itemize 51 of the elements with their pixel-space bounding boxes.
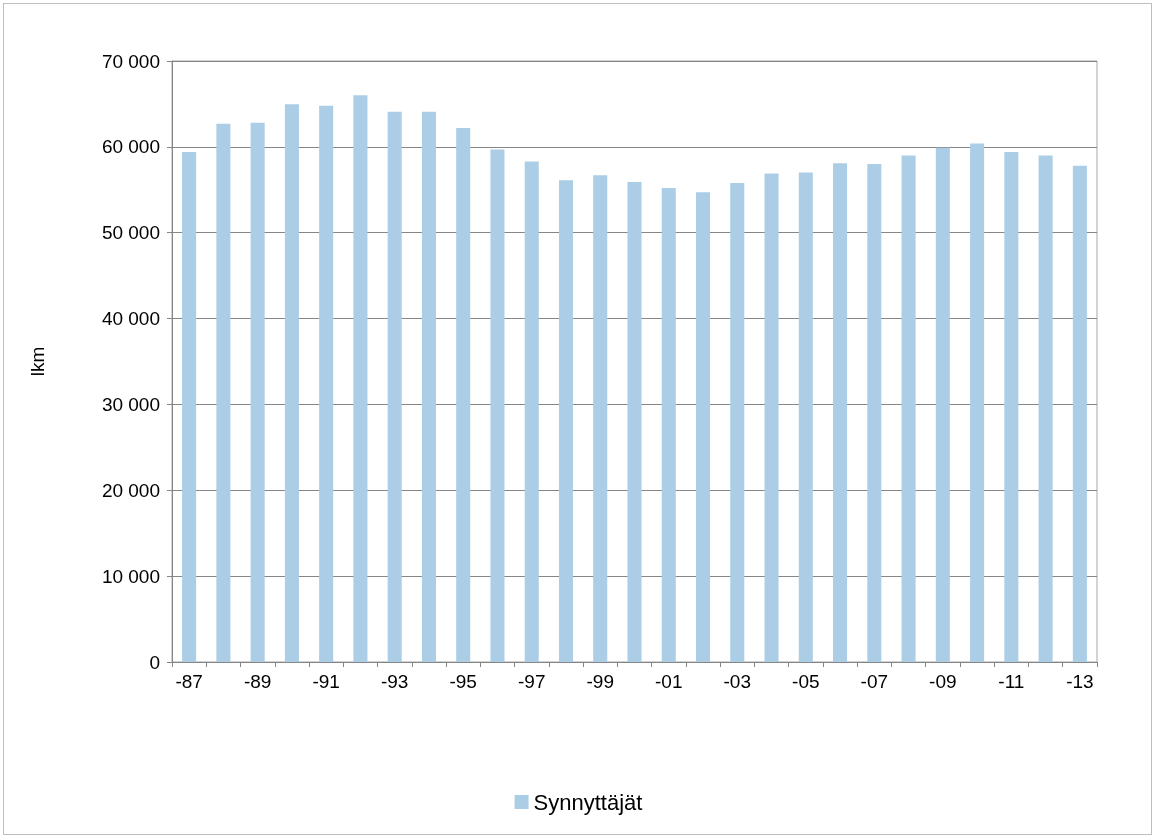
x-tick-label: -03 <box>723 671 752 692</box>
x-tick-label: -01 <box>655 671 683 692</box>
bar <box>456 127 471 662</box>
x-tick-label: -09 <box>929 671 957 692</box>
x-tick-label: -97 <box>517 671 546 692</box>
bar <box>970 143 985 662</box>
bar <box>524 161 539 662</box>
bar <box>627 182 642 662</box>
x-tick-label: -05 <box>792 671 820 692</box>
bar <box>1004 152 1019 662</box>
x-tick-label: -89 <box>243 671 272 692</box>
bar <box>558 180 573 662</box>
x-tick-label: -91 <box>312 671 340 692</box>
y-tick-label: 30 000 <box>101 393 160 415</box>
y-tick-label: 70 000 <box>101 50 160 72</box>
x-tick-label: -87 <box>175 671 203 692</box>
bar <box>593 175 608 662</box>
bar <box>798 172 813 662</box>
x-tick-label: -93 <box>380 671 409 692</box>
x-tick-label: -07 <box>860 671 889 692</box>
bar <box>935 147 950 662</box>
y-tick-label: 40 000 <box>101 308 160 330</box>
bar <box>182 152 197 662</box>
x-tick-label: -95 <box>449 671 477 692</box>
bar <box>696 192 711 662</box>
bar <box>1038 155 1053 662</box>
bar <box>319 105 334 662</box>
y-tick-label: 60 000 <box>101 136 160 158</box>
y-tick-label: 50 000 <box>101 222 160 244</box>
bar <box>284 104 299 662</box>
bar <box>250 122 265 662</box>
bar <box>387 111 402 662</box>
bar <box>867 164 882 662</box>
x-tick-label: -99 <box>586 671 614 692</box>
bar <box>1072 165 1087 662</box>
legend-label: Synnyttäjät <box>533 789 643 815</box>
x-tick-label: -11 <box>998 671 1025 692</box>
y-tick-label: 10 000 <box>101 565 160 587</box>
bar <box>901 155 916 662</box>
bar <box>490 149 505 662</box>
bar <box>421 111 436 662</box>
bar <box>661 188 676 662</box>
bar <box>764 173 779 662</box>
bar <box>833 163 848 662</box>
y-tick-label: 0 <box>149 651 160 673</box>
bar <box>216 123 231 662</box>
bar <box>353 95 368 662</box>
x-tick-label: -13 <box>1066 671 1094 692</box>
y-tick-label: 20 000 <box>101 479 160 501</box>
bar <box>730 182 745 662</box>
y-axis-title: lkm <box>27 346 48 377</box>
